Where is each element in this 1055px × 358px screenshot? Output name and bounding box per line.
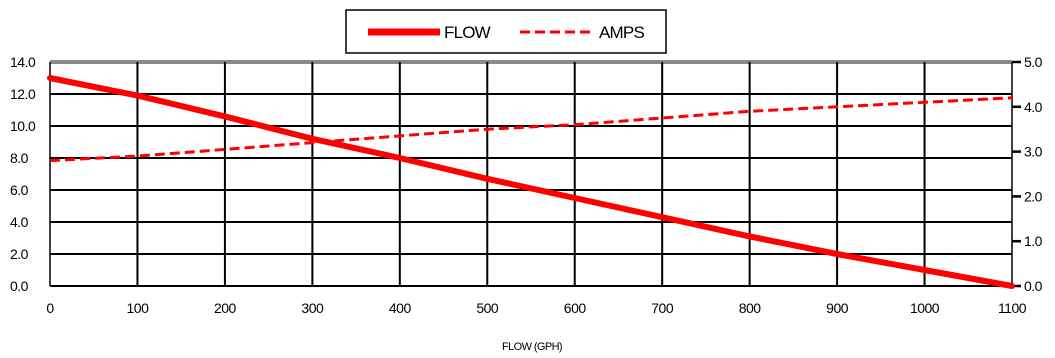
x-tick-label: 200 bbox=[214, 300, 237, 316]
y-right-tick-label: 2.0 bbox=[1024, 188, 1043, 204]
y-left-tick-label: 14.0 bbox=[10, 54, 36, 70]
x-tick-label: 1100 bbox=[998, 300, 1027, 316]
y-right-tick-label: 0.0 bbox=[1024, 278, 1043, 294]
x-tick-label: 900 bbox=[826, 300, 849, 316]
x-tick-label: 700 bbox=[651, 300, 674, 316]
legend-label-flow: FLOW bbox=[444, 23, 491, 42]
series-line-amps bbox=[49, 96, 1013, 163]
legend: FLOW AMPS bbox=[345, 9, 667, 54]
x-tick-label: 500 bbox=[476, 300, 499, 316]
x-tick-label: 600 bbox=[564, 300, 587, 316]
y-left-tick-label: 4.0 bbox=[10, 214, 29, 230]
x-tick-label: 1000 bbox=[910, 300, 940, 316]
legend-label-amps: AMPS bbox=[599, 23, 644, 42]
y-left-tick-label: 0.0 bbox=[10, 278, 29, 294]
series bbox=[47, 75, 1015, 289]
y-left-tick-label: 8.0 bbox=[10, 150, 29, 166]
x-tick-label: 100 bbox=[127, 300, 150, 316]
grid bbox=[49, 60, 1021, 288]
y-right-tick-label: 5.0 bbox=[1024, 54, 1043, 70]
y-left-tick-label: 12.0 bbox=[10, 86, 36, 102]
y-right-tick-label: 1.0 bbox=[1024, 233, 1043, 249]
tick-labels: 0.0 2.0 4.0 6.0 8.0 10.0 12.0 14.0 0 100 200 300 400… bbox=[10, 54, 1043, 316]
y-right-tick-label: 3.0 bbox=[1024, 144, 1043, 160]
y-left-tick-label: 10.0 bbox=[10, 118, 36, 134]
y-right-tick-label: 4.0 bbox=[1024, 99, 1043, 115]
x-tick-label: 0 bbox=[46, 300, 54, 316]
x-tick-label: 300 bbox=[301, 300, 324, 316]
y-left-tick-label: 2.0 bbox=[10, 246, 29, 262]
x-tick-label: 400 bbox=[389, 300, 412, 316]
y-left-tick-label: 6.0 bbox=[10, 182, 29, 198]
series-line-flow bbox=[47, 75, 1015, 289]
x-tick-label: 800 bbox=[739, 300, 762, 316]
x-axis-label: FLOW (GPH) bbox=[502, 341, 562, 353]
